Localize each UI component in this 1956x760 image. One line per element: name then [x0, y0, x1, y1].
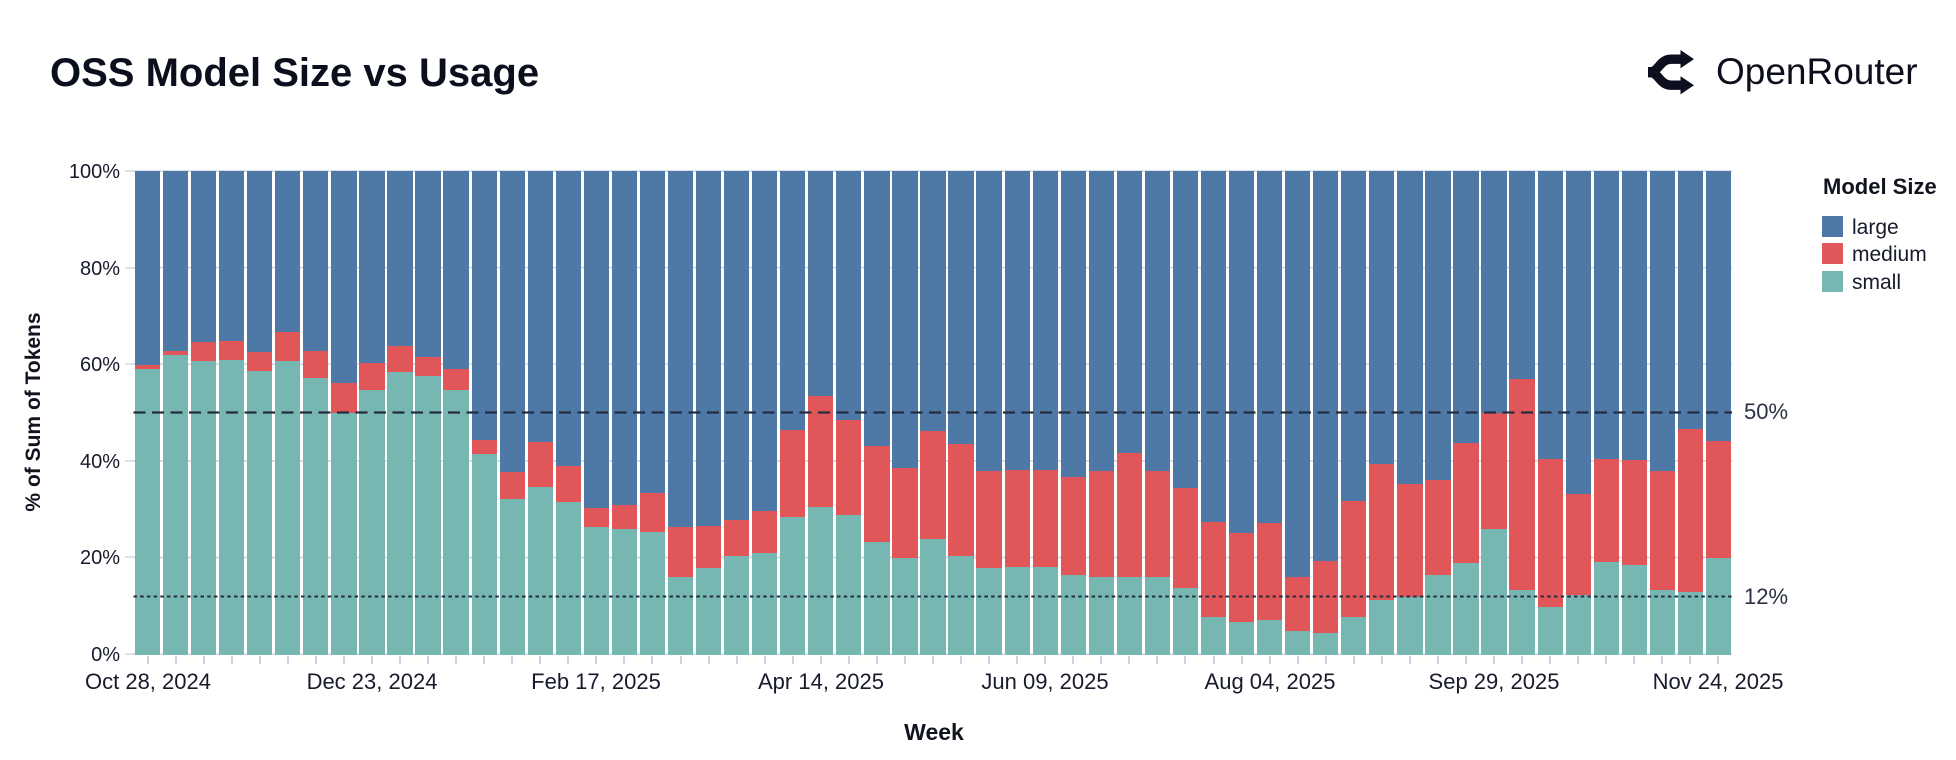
svg-text:50%: 50%: [1744, 399, 1788, 424]
svg-text:OpenRouter: OpenRouter: [1716, 51, 1918, 92]
svg-text:80%: 80%: [80, 258, 120, 280]
svg-text:large: large: [1852, 216, 1899, 239]
svg-text:12%: 12%: [1744, 584, 1788, 609]
svg-text:medium: medium: [1852, 243, 1927, 266]
svg-text:0%: 0%: [91, 644, 120, 666]
svg-text:Sep 29, 2025: Sep 29, 2025: [1429, 669, 1560, 694]
svg-text:Aug 04, 2025: Aug 04, 2025: [1205, 669, 1336, 694]
svg-text:Dec 23, 2024: Dec 23, 2024: [307, 669, 438, 694]
svg-text:% of Sum of Tokens: % of Sum of Tokens: [22, 312, 45, 511]
svg-text:20%: 20%: [80, 547, 120, 569]
svg-text:OSS Model Size vs Usage: OSS Model Size vs Usage: [50, 51, 539, 95]
svg-text:60%: 60%: [80, 354, 120, 376]
svg-text:Oct 28, 2024: Oct 28, 2024: [85, 669, 211, 694]
svg-text:Jun 09, 2025: Jun 09, 2025: [981, 669, 1108, 694]
svg-text:Week: Week: [904, 719, 964, 745]
svg-text:Model Size: Model Size: [1823, 174, 1937, 199]
svg-text:Nov 24, 2025: Nov 24, 2025: [1653, 669, 1784, 694]
svg-text:small: small: [1852, 271, 1901, 294]
svg-text:Apr 14, 2025: Apr 14, 2025: [758, 669, 884, 694]
svg-text:40%: 40%: [80, 451, 120, 473]
svg-text:Feb 17, 2025: Feb 17, 2025: [531, 669, 661, 694]
svg-text:100%: 100%: [69, 161, 120, 183]
